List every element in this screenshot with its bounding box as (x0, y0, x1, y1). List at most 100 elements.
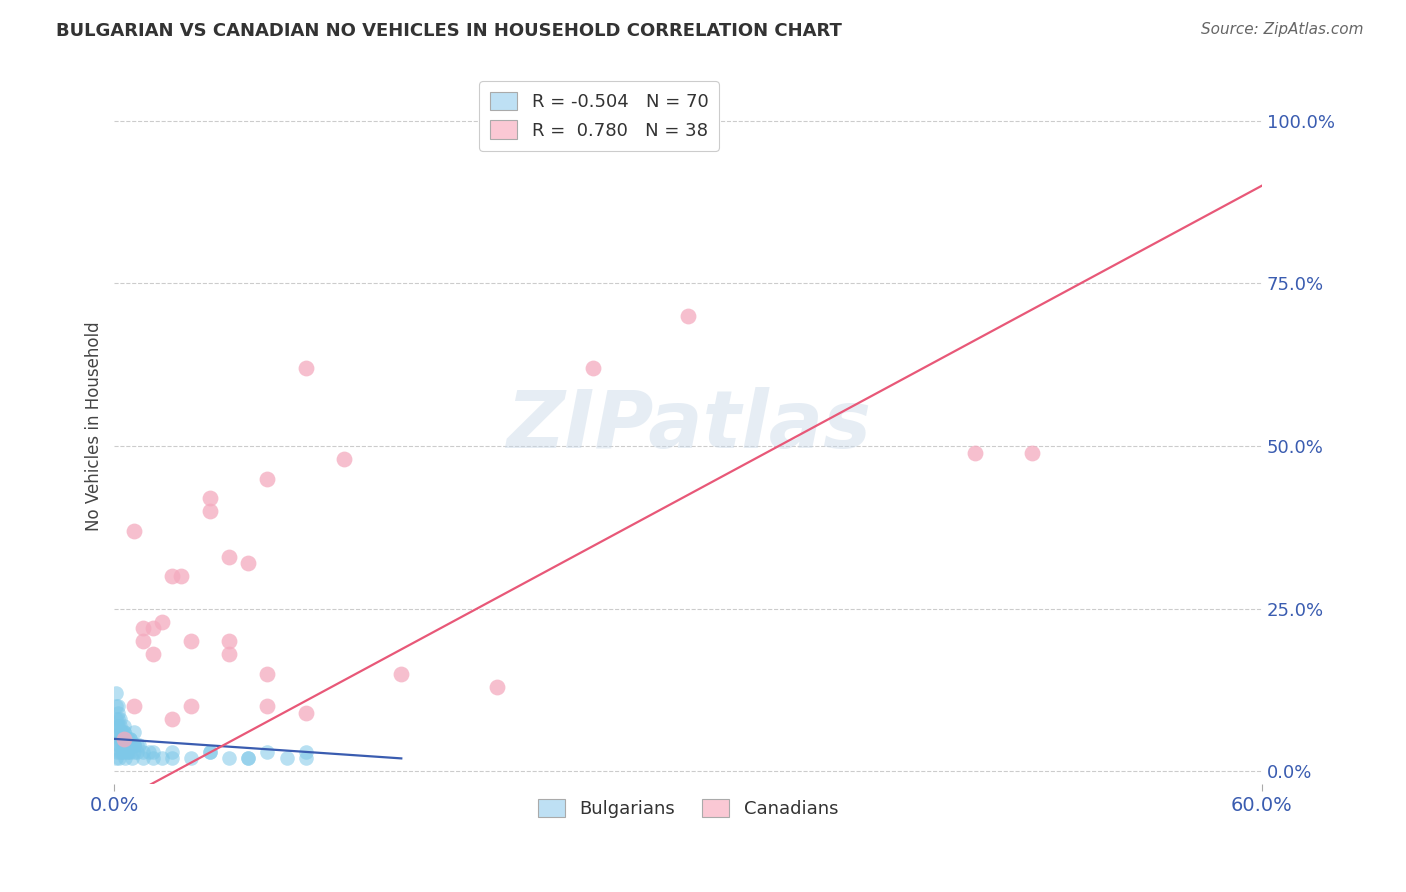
Point (118, 731, 141, 746)
Point (198, 504, 221, 518)
Point (112, 731, 135, 746)
Point (276, 751, 298, 765)
Point (108, 719, 131, 733)
Point (117, 731, 139, 746)
Point (122, 739, 145, 753)
Point (132, 634, 155, 648)
Point (150, 751, 173, 765)
Point (142, 647, 165, 661)
Point (105, 686, 128, 700)
Point (121, 751, 143, 765)
Point (333, 452, 356, 467)
Point (160, 569, 183, 583)
Point (160, 745, 183, 759)
Point (107, 712, 129, 726)
Point (1021, 445, 1043, 459)
Point (105, 712, 128, 726)
Point (132, 745, 155, 759)
Point (256, 666, 278, 681)
Point (238, 751, 260, 765)
Point (111, 745, 134, 759)
Point (115, 739, 138, 753)
Point (112, 731, 135, 746)
Point (115, 745, 138, 759)
Point (294, 706, 316, 720)
Point (105, 745, 128, 759)
Point (581, 360, 603, 375)
Text: BULGARIAN VS CANADIAN NO VEHICLES IN HOUSEHOLD CORRELATION CHART: BULGARIAN VS CANADIAN NO VEHICLES IN HOU… (56, 22, 842, 40)
Point (218, 634, 240, 648)
Point (218, 751, 240, 765)
Point (108, 725, 131, 739)
Point (198, 491, 221, 505)
Point (108, 739, 131, 753)
Point (256, 471, 278, 485)
Point (122, 524, 145, 538)
Point (170, 569, 193, 583)
Point (389, 666, 412, 681)
Point (118, 745, 141, 759)
Legend: Bulgarians, Canadians: Bulgarians, Canadians (530, 792, 845, 825)
Point (294, 360, 316, 375)
Point (112, 725, 135, 739)
Point (142, 751, 165, 765)
Point (676, 309, 699, 323)
Point (122, 745, 145, 759)
Point (108, 751, 131, 765)
Point (105, 751, 128, 765)
Point (198, 745, 221, 759)
Text: ZIPatlas: ZIPatlas (506, 387, 870, 466)
Point (142, 745, 165, 759)
Point (105, 725, 128, 739)
Point (122, 699, 145, 714)
Point (111, 725, 134, 739)
Point (132, 621, 155, 635)
Point (238, 751, 260, 765)
Point (256, 745, 278, 759)
Point (160, 712, 183, 726)
Point (115, 739, 138, 753)
Point (180, 751, 202, 765)
Point (117, 739, 139, 753)
Point (138, 745, 160, 759)
Point (238, 556, 260, 570)
Point (112, 731, 135, 746)
Point (105, 699, 128, 714)
Point (128, 739, 150, 753)
Point (127, 739, 149, 753)
Point (256, 699, 278, 714)
Point (107, 699, 129, 714)
Y-axis label: No Vehicles in Household: No Vehicles in Household (86, 322, 103, 532)
Point (150, 615, 173, 629)
Point (180, 634, 202, 648)
Point (108, 745, 131, 759)
Point (107, 706, 129, 720)
Point (111, 745, 134, 759)
Point (112, 719, 135, 733)
Point (107, 719, 129, 733)
Point (122, 739, 145, 753)
Point (132, 751, 155, 765)
Point (118, 731, 141, 746)
Point (218, 647, 240, 661)
Point (105, 719, 128, 733)
Point (180, 699, 202, 714)
Point (117, 745, 139, 759)
Point (294, 751, 316, 765)
Point (107, 739, 129, 753)
Point (114, 751, 136, 765)
Text: Source: ZipAtlas.com: Source: ZipAtlas.com (1201, 22, 1364, 37)
Point (127, 745, 149, 759)
Point (105, 731, 128, 746)
Point (112, 725, 135, 739)
Point (963, 445, 986, 459)
Point (218, 549, 240, 564)
Point (198, 745, 221, 759)
Point (110, 731, 132, 746)
Point (111, 739, 134, 753)
Point (485, 680, 508, 694)
Point (111, 731, 134, 746)
Point (142, 621, 165, 635)
Point (108, 712, 131, 726)
Point (122, 739, 145, 753)
